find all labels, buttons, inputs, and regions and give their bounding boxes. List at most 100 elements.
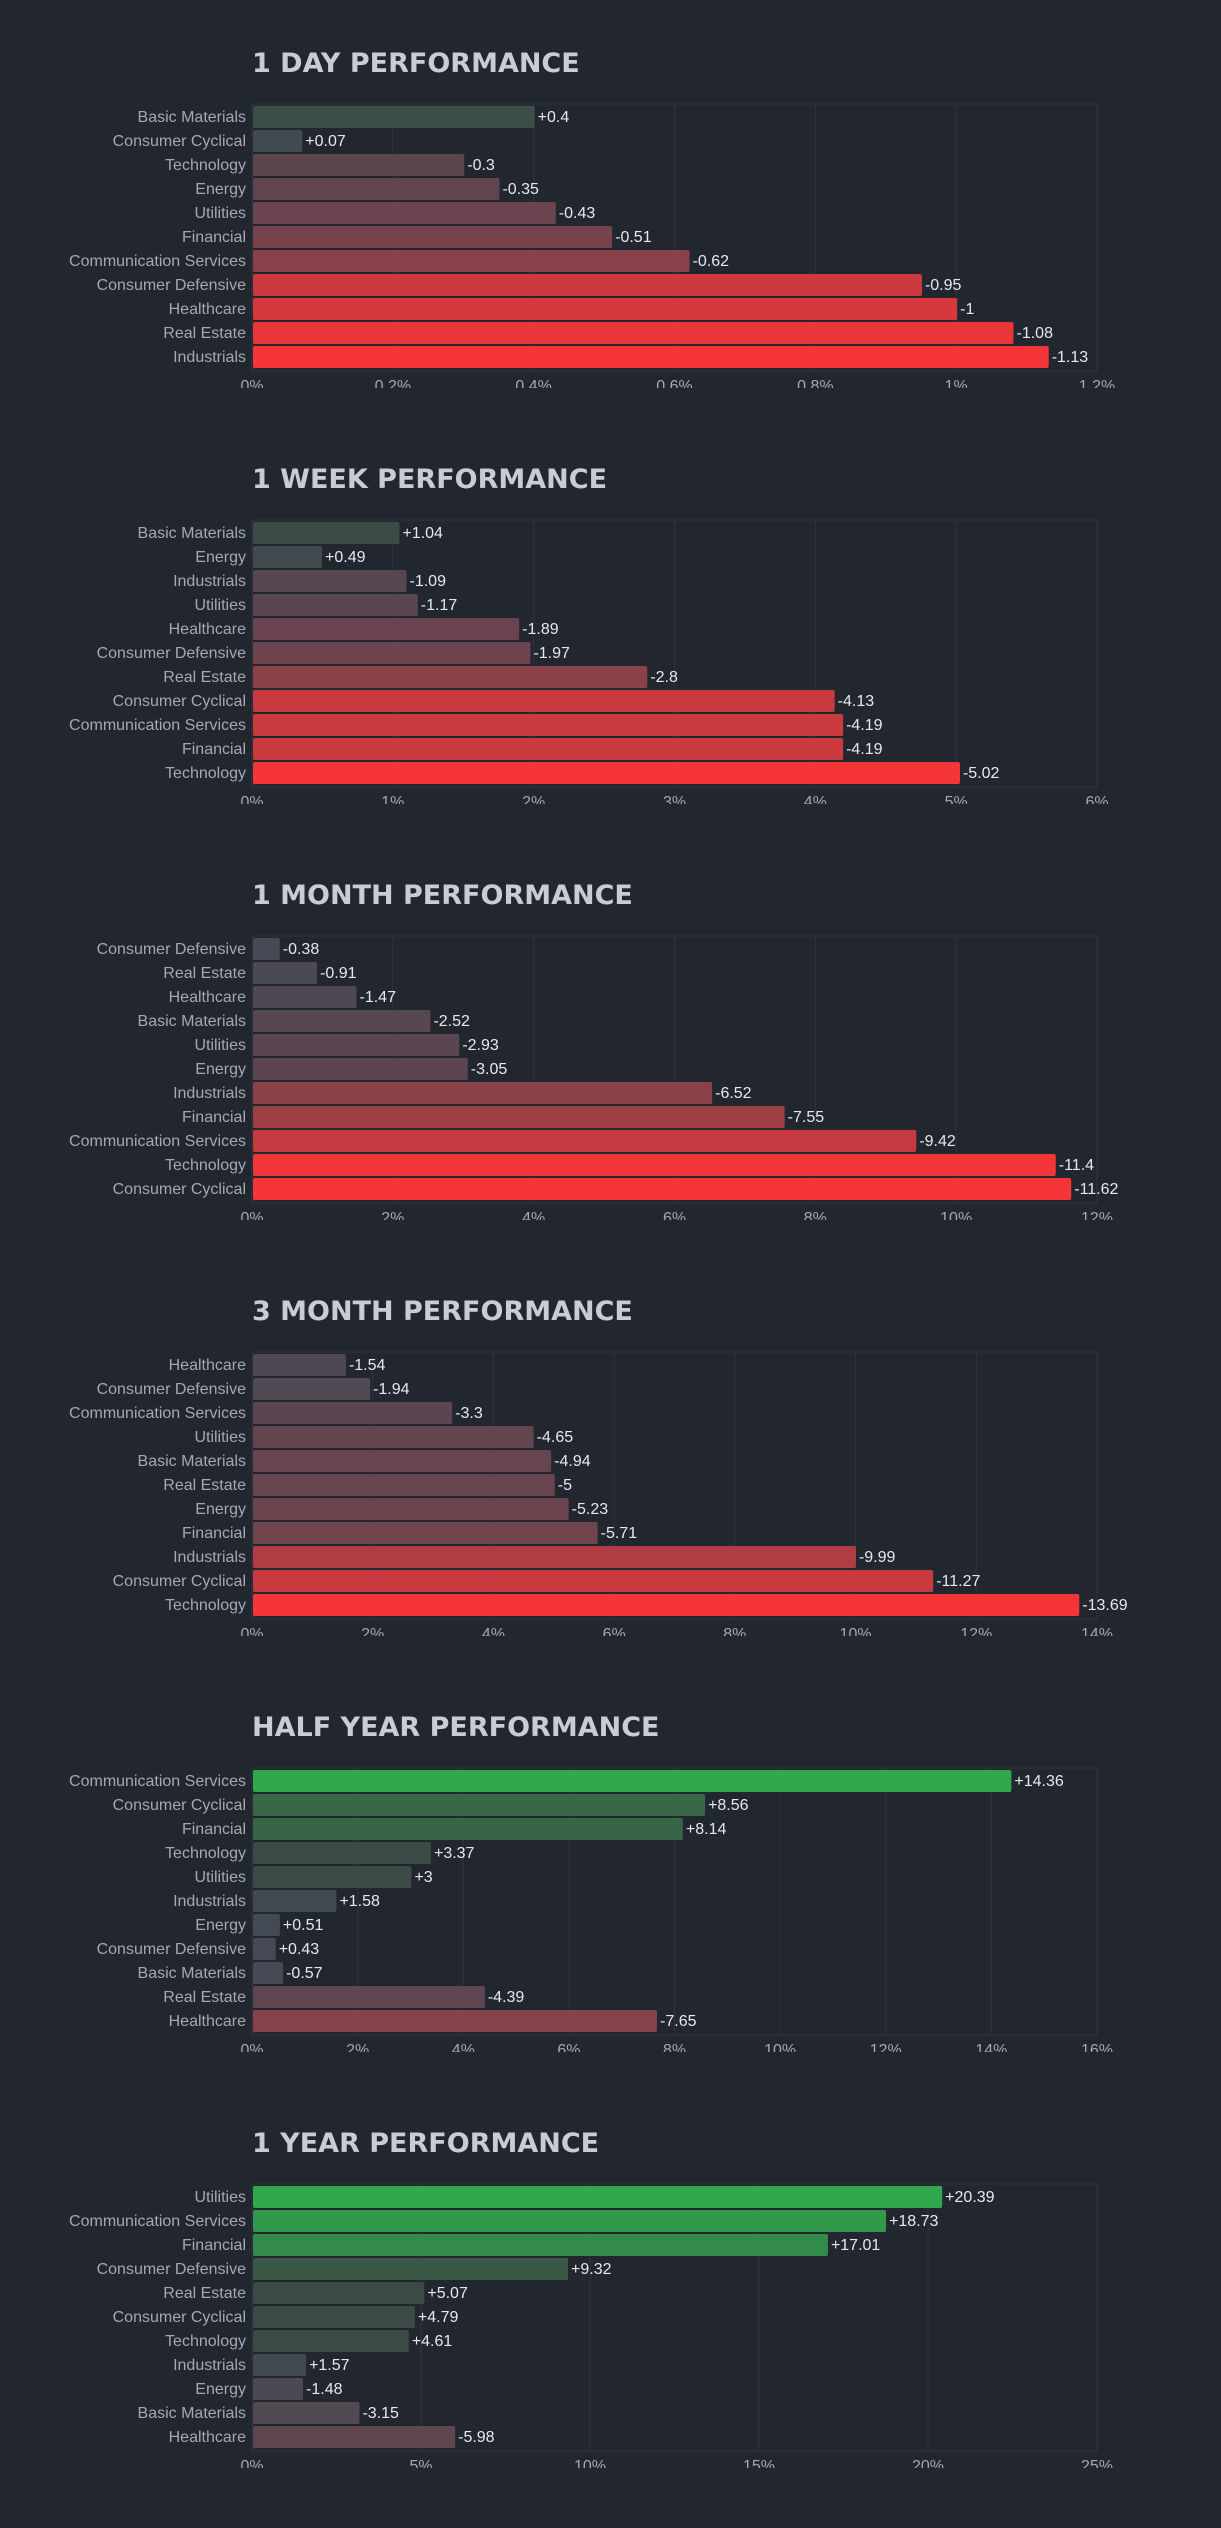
category-label: Financial [182, 741, 246, 758]
bar[interactable] [253, 106, 535, 128]
bar[interactable] [253, 1914, 280, 1936]
value-label: -0.91 [320, 965, 357, 982]
bar[interactable] [253, 714, 844, 736]
bar[interactable] [253, 2282, 425, 2304]
category-label: Consumer Defensive [97, 645, 247, 662]
bar[interactable] [253, 154, 465, 176]
bar[interactable] [253, 1154, 1056, 1176]
category-label: Communication Services [69, 717, 246, 734]
bar[interactable] [253, 1354, 346, 1376]
bar[interactable] [253, 1938, 276, 1960]
bar[interactable] [253, 1890, 337, 1912]
bar[interactable] [253, 1082, 713, 1104]
bar[interactable] [253, 322, 1014, 344]
bar[interactable] [253, 1962, 284, 1984]
bar[interactable] [253, 1770, 1012, 1792]
value-label: -0.3 [467, 157, 495, 174]
tick-label: 14% [1081, 1626, 1113, 1636]
bar[interactable] [253, 618, 520, 640]
bar[interactable] [253, 178, 500, 200]
value-label: +4.61 [412, 2333, 453, 2350]
bar[interactable] [253, 690, 835, 712]
bar[interactable] [253, 1498, 569, 1520]
bar[interactable] [253, 1546, 856, 1568]
bar[interactable] [253, 1842, 431, 1864]
chart-plot: 0% 2% 4% 6% 8% 10% 12% 14% 16% Communication Serv… [69, 1767, 1113, 2052]
chart-4: 3 MONTH PERFORMANCE 0% 2% 4% 6% 8% 10% 12% 14% He… [0, 1296, 1221, 1696]
bar[interactable] [253, 1818, 683, 1840]
bar[interactable] [253, 2402, 360, 2424]
value-label: +4.79 [418, 2309, 459, 2326]
bar[interactable] [253, 2354, 307, 2376]
chart-title: HALF YEAR PERFORMANCE [252, 1712, 660, 1743]
bar[interactable] [253, 594, 418, 616]
bar[interactable] [253, 762, 960, 784]
tick-label: 2% [381, 1210, 404, 1220]
value-label: -7.65 [660, 2013, 697, 2030]
value-label: -0.35 [502, 181, 539, 198]
value-label: -2.8 [650, 669, 678, 686]
category-label: Consumer Cyclical [113, 693, 246, 710]
bar[interactable] [253, 1450, 552, 1472]
value-label: -1.94 [373, 1381, 410, 1398]
bar[interactable] [253, 738, 844, 760]
bar[interactable] [253, 666, 648, 688]
category-label: Utilities [194, 597, 246, 614]
bar[interactable] [253, 1426, 534, 1448]
bar[interactable] [253, 2234, 828, 2256]
bar[interactable] [253, 2010, 658, 2032]
bar[interactable] [253, 522, 400, 544]
tick-label: 10% [940, 1210, 972, 1220]
chart-5: HALF YEAR PERFORMANCE 0% 2% 4% 6% 8% 10% 12% 14%… [0, 1712, 1221, 2112]
tick-label: 0.4% [515, 378, 551, 388]
bar[interactable] [253, 1594, 1080, 1616]
bar[interactable] [253, 1130, 917, 1152]
bar[interactable] [253, 346, 1049, 368]
bar[interactable] [253, 130, 303, 152]
value-label: -11.27 [936, 1573, 980, 1590]
bar[interactable] [253, 546, 323, 568]
bar[interactable] [253, 1106, 785, 1128]
bar[interactable] [253, 2378, 304, 2400]
bar[interactable] [253, 2258, 569, 2280]
bar[interactable] [253, 1474, 555, 1496]
tick-label: 10% [840, 1626, 872, 1636]
category-label: Consumer Defensive [97, 941, 247, 958]
bar[interactable] [253, 2426, 456, 2448]
bar[interactable] [253, 202, 556, 224]
bar[interactable] [253, 250, 690, 272]
bar[interactable] [253, 1378, 371, 1400]
tick-label: 12% [1081, 1210, 1113, 1220]
category-label: Energy [195, 549, 246, 566]
bar[interactable] [253, 1570, 934, 1592]
tick-label: 0% [240, 1626, 263, 1636]
bar[interactable] [253, 2210, 887, 2232]
tick-label: 0.2% [375, 378, 411, 388]
bar[interactable] [253, 570, 407, 592]
bar[interactable] [253, 1010, 431, 1032]
bar[interactable] [253, 2330, 409, 2352]
bar[interactable] [253, 1178, 1072, 1200]
bar[interactable] [253, 298, 958, 320]
bar[interactable] [253, 1866, 412, 1888]
bar[interactable] [253, 1794, 706, 1816]
tick-label: 0% [240, 794, 263, 804]
bar[interactable] [253, 986, 357, 1008]
bar[interactable] [253, 226, 613, 248]
bar[interactable] [253, 1402, 453, 1424]
bar[interactable] [253, 274, 922, 296]
category-label: Industrials [173, 1085, 246, 1102]
bar[interactable] [253, 1986, 485, 2008]
bar[interactable] [253, 2306, 415, 2328]
tick-label: 3% [663, 794, 686, 804]
bar[interactable] [253, 1058, 468, 1080]
bar[interactable] [253, 2186, 943, 2208]
bar[interactable] [253, 938, 280, 960]
tick-label: 10% [764, 2042, 796, 2052]
value-label: +0.4 [538, 109, 570, 126]
bar[interactable] [253, 1034, 460, 1056]
bar[interactable] [253, 962, 318, 984]
value-label: -7.55 [788, 1109, 825, 1126]
bar[interactable] [253, 1522, 598, 1544]
bar[interactable] [253, 642, 531, 664]
